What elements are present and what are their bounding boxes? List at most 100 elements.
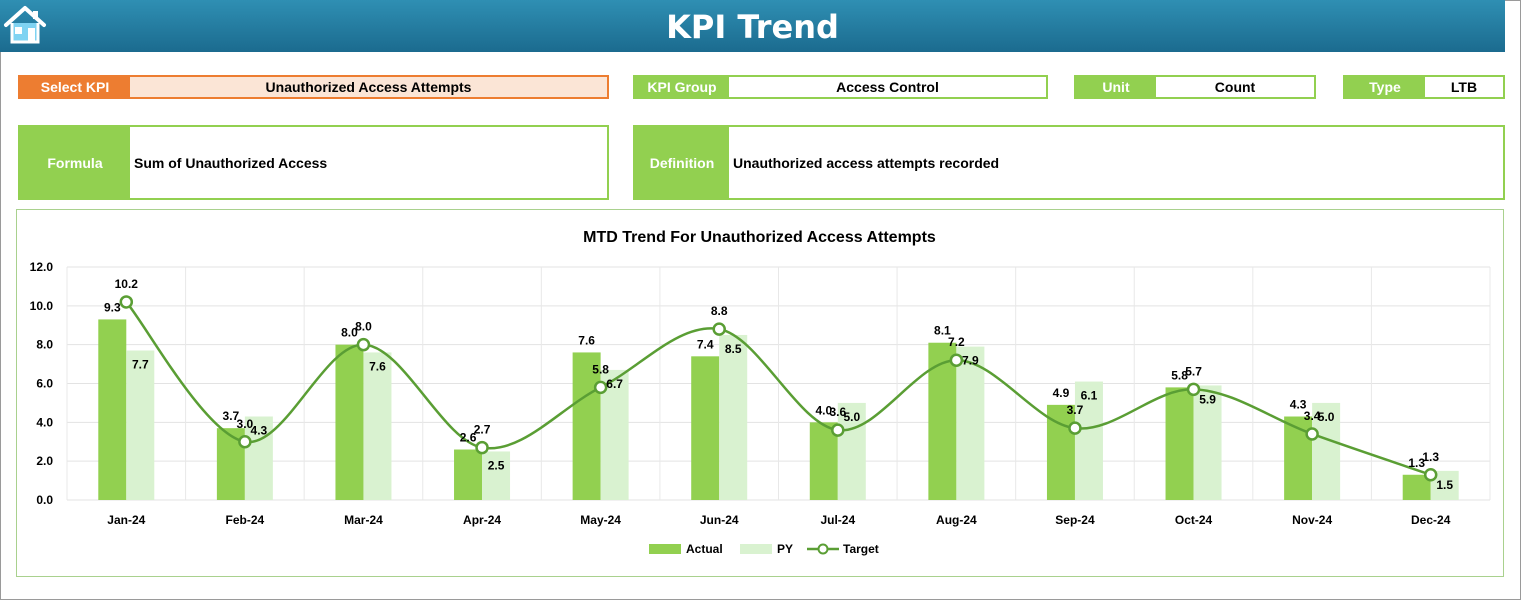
actual-data-label: 3.7 <box>223 409 240 423</box>
py-bar <box>956 346 985 500</box>
py-bar <box>1312 402 1341 500</box>
actual-data-label: 2.6 <box>460 431 477 445</box>
definition-label: Definition <box>635 127 729 198</box>
x-tick-label: Feb-24 <box>226 513 265 527</box>
definition-box: Definition Unauthorized access attempts … <box>633 125 1505 200</box>
py-bar <box>1074 381 1103 500</box>
actual-data-label: 8.1 <box>934 324 951 338</box>
select-kpi-field: Select KPI Unauthorized Access Attempts <box>18 75 609 99</box>
actual-data-label: 5.8 <box>1171 368 1188 382</box>
target-point <box>475 440 489 455</box>
actual-bar <box>691 356 720 500</box>
actual-bar <box>98 319 127 500</box>
target-data-label: 2.7 <box>474 423 491 437</box>
legend-py-label: PY <box>777 542 793 556</box>
type-label: Type <box>1345 77 1425 97</box>
py-bar <box>482 451 511 500</box>
target-point <box>712 322 726 336</box>
x-tick-label: Nov-24 <box>1292 513 1332 527</box>
actual-bar <box>1165 387 1194 500</box>
target-point <box>949 353 964 367</box>
unit-value: Count <box>1214 79 1256 95</box>
page-title: KPI Trend <box>666 8 839 46</box>
target-data-label: 3.0 <box>237 417 254 431</box>
py-data-label: 7.6 <box>369 359 386 373</box>
x-tick-label: Apr-24 <box>463 513 501 527</box>
target-data-label: 1.3 <box>1422 450 1439 464</box>
x-tick-label: Sep-24 <box>1055 513 1095 527</box>
x-tick-label: Jan-24 <box>107 513 145 527</box>
select-kpi-label: Select KPI <box>20 77 130 97</box>
py-data-label: 8.5 <box>725 342 742 356</box>
target-point <box>831 423 845 437</box>
target-data-label: 3.7 <box>1067 403 1084 417</box>
target-point <box>1423 468 1438 482</box>
py-bar <box>719 334 748 500</box>
actual-data-label: 4.3 <box>1290 398 1307 412</box>
legend-target-label: Target <box>843 542 879 556</box>
py-data-label: 7.7 <box>132 357 149 371</box>
select-kpi-dropdown[interactable]: Unauthorized Access Attempts <box>130 77 607 97</box>
definition-value: Unauthorized access attempts recorded <box>733 154 1000 171</box>
target-data-label: 7.2 <box>948 335 965 349</box>
header-bar: KPI Trend <box>0 0 1505 52</box>
x-tick-label: Oct-24 <box>1175 513 1213 527</box>
kpi-group-field: KPI Group Access Control <box>633 75 1048 99</box>
legend-actual-label: Actual <box>686 542 723 556</box>
py-data-label: 4.3 <box>251 424 268 438</box>
home-icon[interactable] <box>3 4 47 46</box>
actual-data-label: 4.9 <box>1053 386 1070 400</box>
target-point <box>1305 427 1319 441</box>
actual-data-label: 1.3 <box>1408 456 1425 470</box>
target-data-label: 8.8 <box>711 304 728 318</box>
unit-label: Unit <box>1076 77 1156 97</box>
target-point <box>238 435 252 449</box>
actual-data-label: 7.4 <box>697 337 714 351</box>
actual-bar <box>572 352 601 500</box>
formula-box: Formula Sum of Unauthorized Access <box>18 125 609 200</box>
kpi-group-value: Access Control <box>836 79 939 95</box>
actual-data-label: 8.0 <box>341 326 358 340</box>
target-point <box>119 295 134 309</box>
py-data-label: 7.9 <box>962 354 979 368</box>
target-data-label: 3.6 <box>829 405 846 419</box>
py-data-label: 5.0 <box>1318 410 1335 424</box>
formula-label: Formula <box>20 127 130 198</box>
py-data-label: 1.5 <box>1436 478 1453 492</box>
legend-actual-swatch <box>649 544 681 554</box>
target-point <box>1068 421 1082 435</box>
legend-target-marker <box>817 543 829 555</box>
x-tick-label: Mar-24 <box>344 513 383 527</box>
target-point <box>1186 382 1201 397</box>
legend-py-swatch <box>740 544 772 554</box>
target-data-label: 5.7 <box>1185 364 1202 378</box>
mtd-trend-chart: MTD Trend For Unauthorized Access Attemp… <box>30 229 1491 556</box>
x-tick-label: May-24 <box>580 513 621 527</box>
py-bar <box>1193 385 1222 500</box>
py-data-label: 6.1 <box>1081 389 1098 403</box>
formula-value: Sum of Unauthorized Access <box>134 154 328 171</box>
actual-data-label: 9.3 <box>104 300 121 314</box>
x-tick-label: Aug-24 <box>936 513 977 527</box>
target-data-label: 5.8 <box>592 362 609 376</box>
actual-bar <box>928 342 957 500</box>
actual-bar <box>335 344 364 500</box>
py-bar <box>363 352 392 500</box>
unit-field: Unit Count <box>1074 75 1316 99</box>
type-value: LTB <box>1450 79 1478 95</box>
actual-bar <box>809 422 838 500</box>
y-tick-label: 8.0 <box>36 338 53 352</box>
target-data-label: 3.4 <box>1304 409 1321 423</box>
py-bar <box>126 350 155 500</box>
py-bar <box>837 402 866 500</box>
y-tick-label: 10.0 <box>30 299 54 313</box>
x-tick-label: Jul-24 <box>820 513 855 527</box>
x-tick-label: Dec-24 <box>1411 513 1451 527</box>
py-data-label: 5.9 <box>1199 392 1216 406</box>
actual-data-label: 7.6 <box>578 333 595 347</box>
target-point <box>356 337 371 352</box>
y-tick-label: 6.0 <box>36 377 53 391</box>
actual-data-label: 4.0 <box>815 403 832 417</box>
target-data-label: 8.0 <box>355 320 372 334</box>
y-tick-label: 12.0 <box>30 260 54 274</box>
